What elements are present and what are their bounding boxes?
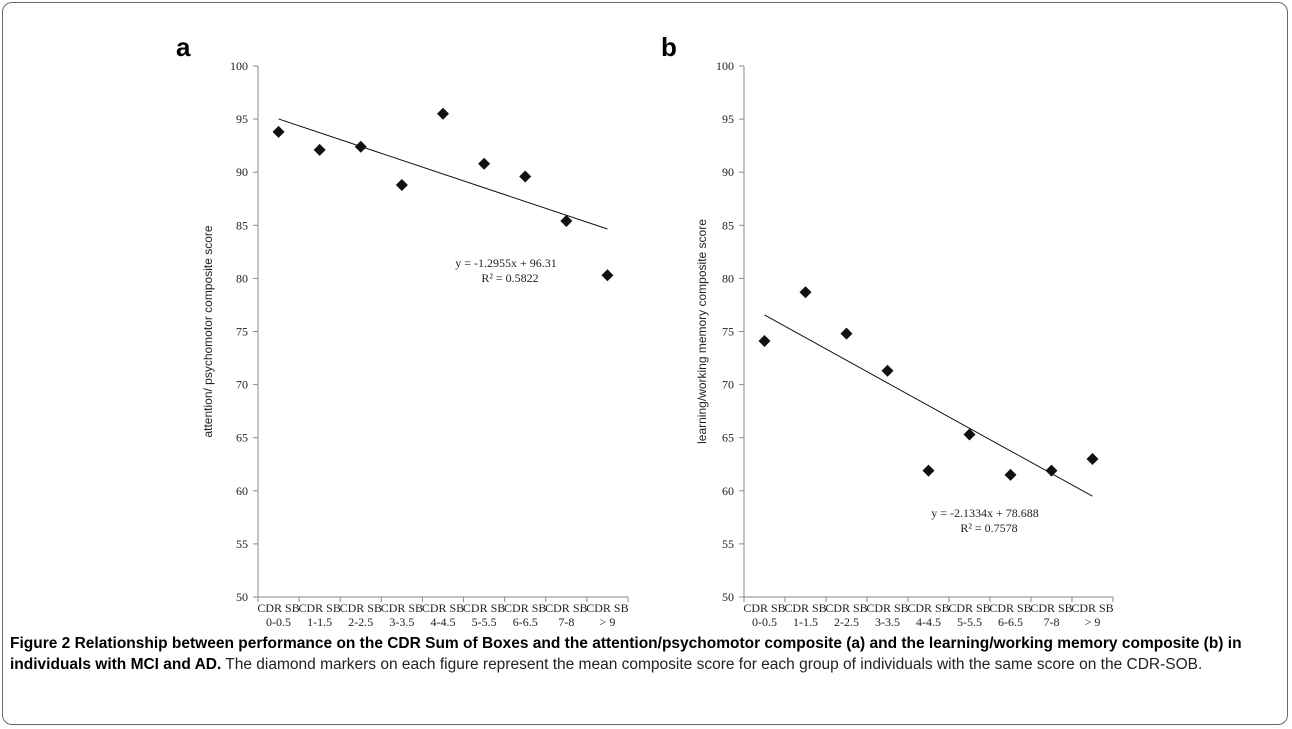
data-point [354, 140, 367, 153]
r-squared-label: R² = 0.7578 [960, 521, 1017, 535]
panel-letter-b: b [661, 32, 677, 62]
y-tick-label: 75 [722, 325, 734, 339]
x-tick-label: 4-4.5 [916, 615, 941, 628]
y-tick-label: 100 [716, 59, 734, 73]
trendline [764, 314, 1093, 497]
data-point [560, 215, 573, 228]
y-tick-label: 90 [236, 165, 248, 179]
data-point [963, 428, 976, 441]
x-tick-label: 1-1.5 [307, 615, 332, 628]
trendline-equation: y = -1.2955x + 96.31 [455, 256, 557, 270]
y-tick-label: 55 [236, 537, 248, 551]
y-tick-label: 90 [722, 165, 734, 179]
x-tick-label: CDR SB [866, 601, 908, 615]
x-tick-label: 0-0.5 [266, 615, 291, 628]
y-tick-label: 60 [722, 484, 734, 498]
caption-body: The diamond markers on each figure repre… [225, 656, 1203, 673]
trendline [278, 118, 608, 230]
x-tick-label: 7-8 [1044, 615, 1060, 628]
y-tick-label: 50 [236, 590, 248, 604]
x-tick-label: CDR SB [1071, 601, 1113, 615]
y-tick-label: 100 [230, 59, 248, 73]
y-tick-label: 65 [236, 431, 248, 445]
data-point [519, 170, 532, 183]
x-tick-label: > 9 [1085, 615, 1101, 628]
y-tick-label: 55 [722, 537, 734, 551]
figure-caption: Figure 2 Relationship between performanc… [10, 633, 1282, 675]
x-tick-label: 1-1.5 [793, 615, 818, 628]
y-tick-label: 70 [722, 378, 734, 392]
y-tick-label: 95 [722, 112, 734, 126]
x-tick-label: CDR SB [743, 601, 785, 615]
data-point [799, 286, 812, 299]
y-axis-label: learning/working memory composite score [695, 219, 709, 444]
x-tick-label: 5-5.5 [472, 615, 497, 628]
y-tick-label: 85 [722, 218, 734, 232]
x-tick-label: 0-0.5 [752, 615, 777, 628]
x-tick-label: CDR SB [989, 601, 1031, 615]
x-tick-label: CDR SB [948, 601, 990, 615]
x-tick-label: 3-3.5 [875, 615, 900, 628]
data-point [272, 125, 285, 138]
x-tick-label: CDR SB [340, 601, 382, 615]
x-tick-label: 3-3.5 [389, 615, 414, 628]
y-tick-label: 60 [236, 484, 248, 498]
trendline-equation: y = -2.1334x + 78.688 [931, 506, 1039, 520]
caption-label: Figure 2 [10, 635, 71, 652]
x-tick-label: CDR SB [504, 601, 546, 615]
x-tick-label: CDR SB [422, 601, 464, 615]
y-tick-label: 85 [236, 218, 248, 232]
data-point [922, 464, 935, 477]
y-tick-label: 50 [722, 590, 734, 604]
data-point [840, 327, 853, 340]
data-point [395, 178, 408, 191]
y-tick-label: 80 [722, 271, 734, 285]
y-tick-label: 70 [236, 378, 248, 392]
data-point [1045, 464, 1058, 477]
x-tick-label: CDR SB [907, 601, 949, 615]
data-point [313, 143, 326, 156]
x-tick-label: CDR SB [463, 601, 505, 615]
y-tick-label: 80 [236, 271, 248, 285]
y-axis-label: attention/ psychomotor composite score [201, 225, 215, 437]
x-tick-label: CDR SB [298, 601, 340, 615]
x-tick-label: > 9 [600, 615, 616, 628]
x-tick-label: 2-2.5 [348, 615, 373, 628]
x-tick-label: CDR SB [545, 601, 587, 615]
panel-letter-a: a [176, 32, 191, 62]
r-squared-label: R² = 0.5822 [481, 271, 538, 285]
y-tick-label: 95 [236, 112, 248, 126]
x-tick-label: 6-6.5 [998, 615, 1023, 628]
x-tick-label: 6-6.5 [513, 615, 538, 628]
y-tick-label: 75 [236, 325, 248, 339]
x-tick-label: 7-8 [558, 615, 574, 628]
x-tick-label: 2-2.5 [834, 615, 859, 628]
caption-title: Relationship between performance on the … [10, 635, 1242, 673]
x-tick-label: CDR SB [825, 601, 867, 615]
data-point [1004, 468, 1017, 481]
data-point [881, 364, 894, 377]
data-point [758, 335, 771, 348]
x-tick-label: CDR SB [784, 601, 826, 615]
x-tick-label: CDR SB [586, 601, 628, 615]
data-point [601, 269, 614, 282]
data-point [437, 107, 449, 120]
data-point [478, 157, 491, 170]
y-tick-label: 65 [722, 431, 734, 445]
x-tick-label: CDR SB [257, 601, 299, 615]
x-tick-label: CDR SB [1030, 601, 1072, 615]
x-tick-label: 4-4.5 [431, 615, 456, 628]
data-point [1086, 452, 1099, 465]
x-tick-label: 5-5.5 [957, 615, 982, 628]
x-tick-label: CDR SB [381, 601, 423, 615]
